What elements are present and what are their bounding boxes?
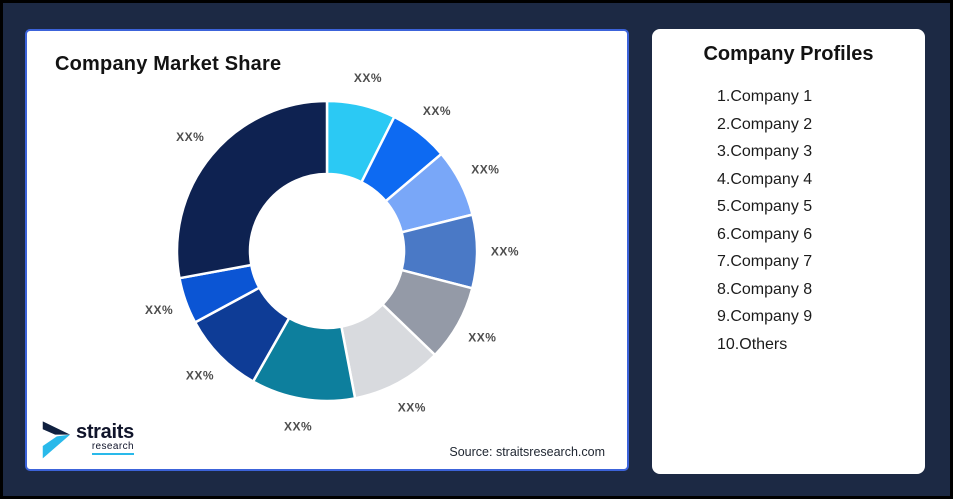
donut-segment-label-6: XX%: [398, 401, 426, 415]
donut-segment-label-8: XX%: [186, 369, 214, 383]
logo-text: straits research: [76, 421, 134, 455]
donut-segment-label-4: XX%: [491, 245, 519, 259]
donut-segment-label-1: XX%: [354, 71, 382, 85]
donut-segment-label-7: XX%: [284, 420, 312, 434]
profile-item: 7.Company 7: [717, 253, 813, 270]
donut-segment-label-9: XX%: [145, 303, 173, 317]
straits-arrow-icon: [42, 421, 71, 459]
logo-name: straits: [76, 421, 134, 443]
donut-segment-label-2: XX%: [423, 104, 451, 118]
profile-item: 1.Company 1: [717, 88, 813, 105]
straits-research-logo: straits research: [41, 419, 134, 459]
profile-item: 6.Company 6: [717, 225, 813, 243]
market-share-donut-chart: XX% XX% XX% XX% XX% XX% XX% XX% XX% XX%: [145, 71, 519, 434]
profiles-list: 1.Company 1 2.Company 2 3.Company 3 4.Compa…: [652, 83, 925, 358]
chart-title: Company Market Share: [55, 53, 282, 75]
profiles-heading: Company Profiles: [703, 43, 874, 65]
profile-item: 3.Company 3: [717, 143, 813, 160]
source-text: Source: straitsresearch.com: [449, 445, 605, 459]
logo-subtitle: research: [91, 442, 134, 455]
profile-item: 4.Company 4: [717, 170, 813, 188]
market-share-panel: Company Market Share XX% XX% XX% XX% XX% XX% X…: [25, 29, 629, 471]
profile-item: 9.Company 9: [717, 308, 813, 325]
donut-segment-label-10: XX%: [176, 130, 204, 144]
company-profiles-panel: Company Profiles 1.Company 1 2.Company 2 3…: [652, 29, 925, 474]
logo-arrow-bottom: [42, 434, 71, 459]
profile-item: 8.Company 8: [717, 280, 813, 298]
profile-item: 2.Company 2: [717, 115, 813, 133]
logo-arrow-top: [42, 421, 71, 435]
donut-segment-label-3: XX%: [471, 163, 499, 177]
profile-item: 5.Company 5: [717, 198, 813, 215]
donut-segment-label-5: XX%: [468, 331, 496, 345]
profile-item: 10.Others: [717, 335, 788, 353]
donut-segment-10: [175, 99, 329, 280]
